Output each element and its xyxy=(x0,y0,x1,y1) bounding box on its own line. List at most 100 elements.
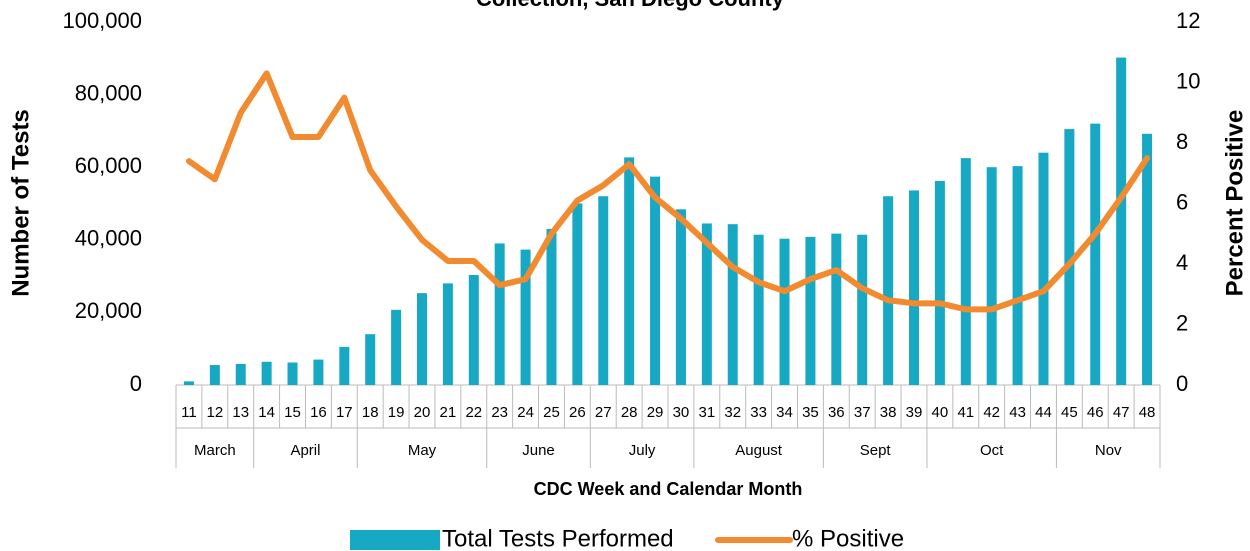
x-tick-label: 41 xyxy=(957,404,974,421)
y2-tick-label: 4 xyxy=(1176,250,1188,275)
month-label: June xyxy=(522,442,555,459)
month-label: Nov xyxy=(1095,442,1122,459)
y2-tick-label: 2 xyxy=(1176,310,1188,335)
bar xyxy=(520,249,531,385)
chart-title: Collection, San Diego County xyxy=(476,0,785,11)
x-tick-label: 36 xyxy=(828,404,845,421)
month-label: August xyxy=(735,442,783,459)
x-tick-label: 25 xyxy=(543,404,560,421)
bar xyxy=(1142,133,1153,385)
y2-tick-label: 8 xyxy=(1176,129,1188,154)
x-tick-label: 33 xyxy=(750,404,767,421)
x-tick-label: 38 xyxy=(880,404,897,421)
bar xyxy=(727,224,738,385)
y-tick-label: 100,000 xyxy=(62,8,142,33)
bar xyxy=(235,363,246,385)
bar xyxy=(183,381,194,385)
x-tick-label: 12 xyxy=(206,404,223,421)
bar xyxy=(675,209,686,385)
y2-tick-label: 12 xyxy=(1176,8,1200,33)
month-label: March xyxy=(194,442,236,459)
x-tick-label: 44 xyxy=(1035,404,1052,421)
y2-tick-label: 0 xyxy=(1176,371,1188,396)
bar xyxy=(494,243,505,385)
month-label: July xyxy=(629,442,656,459)
x-tick-label: 22 xyxy=(465,404,482,421)
x-tick-label: 20 xyxy=(414,404,431,421)
x-tick-label: 13 xyxy=(232,404,249,421)
x-tick-label: 45 xyxy=(1061,404,1078,421)
x-tick-label: 37 xyxy=(854,404,871,421)
bar xyxy=(650,176,661,385)
month-label: April xyxy=(290,442,320,459)
x-tick-label: 15 xyxy=(284,404,301,421)
bar xyxy=(339,346,350,385)
y2-tick-label: 6 xyxy=(1176,189,1188,214)
bar xyxy=(857,234,868,385)
y-tick-label: 0 xyxy=(130,371,142,396)
bar xyxy=(313,359,324,385)
y2-axis-label: Percent Positive xyxy=(1221,110,1248,297)
month-label: May xyxy=(408,442,437,459)
x-tick-label: 48 xyxy=(1139,404,1156,421)
x-tick-label: 16 xyxy=(310,404,327,421)
x-tick-label: 11 xyxy=(181,404,197,421)
x-tick-label: 35 xyxy=(802,404,819,421)
month-label: Sept xyxy=(860,442,892,459)
bar xyxy=(468,275,479,385)
x-tick-label: 18 xyxy=(362,404,379,421)
y2-tick-label: 10 xyxy=(1176,68,1200,93)
x-tick-label: 24 xyxy=(517,404,534,421)
month-label: Oct xyxy=(980,442,1004,459)
bar xyxy=(624,157,635,385)
bar xyxy=(287,362,298,385)
x-tick-label: 30 xyxy=(673,404,690,421)
x-tick-label: 31 xyxy=(698,404,715,421)
bar xyxy=(209,365,220,385)
x-tick-label: 46 xyxy=(1087,404,1104,421)
x-tick-label: 21 xyxy=(440,404,457,421)
legend-label: % Positive xyxy=(792,525,904,551)
x-tick-label: 23 xyxy=(491,404,508,421)
bar xyxy=(986,167,997,385)
bar xyxy=(1012,166,1023,385)
x-tick-label: 29 xyxy=(647,404,664,421)
x-tick-label: 39 xyxy=(906,404,923,421)
x-tick-label: 17 xyxy=(336,404,353,421)
x-tick-label: 26 xyxy=(569,404,586,421)
bar xyxy=(1064,129,1075,385)
x-tick-label: 32 xyxy=(724,404,741,421)
bar xyxy=(960,158,971,385)
legend-label: Total Tests Performed xyxy=(442,525,674,551)
bar xyxy=(1038,152,1049,385)
y-axis-label: Number of Tests xyxy=(7,109,34,297)
bar xyxy=(417,293,427,385)
x-tick-label: 40 xyxy=(932,404,949,421)
x-tick-label: 47 xyxy=(1113,404,1130,421)
x-axis-label: CDC Week and Calendar Month xyxy=(534,479,803,499)
bar xyxy=(442,283,453,385)
bar xyxy=(261,361,272,385)
bar xyxy=(753,234,764,385)
bar xyxy=(831,233,842,385)
x-tick-label: 14 xyxy=(258,404,275,421)
x-tick-label: 42 xyxy=(983,404,1000,421)
bar xyxy=(883,196,894,385)
bar xyxy=(365,334,376,385)
bar xyxy=(1090,123,1101,385)
x-tick-label: 43 xyxy=(1009,404,1026,421)
y-tick-label: 80,000 xyxy=(75,80,142,105)
bar xyxy=(546,228,557,385)
bar xyxy=(1116,57,1127,385)
x-tick-label: 19 xyxy=(388,404,405,421)
bar xyxy=(391,309,402,385)
x-tick-label: 34 xyxy=(776,404,793,421)
bar xyxy=(572,203,583,385)
line xyxy=(185,70,1151,313)
y-tick-label: 20,000 xyxy=(75,298,142,323)
bar xyxy=(909,190,919,385)
y-tick-label: 40,000 xyxy=(75,226,142,251)
bar xyxy=(805,236,816,385)
x-tick-label: 28 xyxy=(621,404,638,421)
